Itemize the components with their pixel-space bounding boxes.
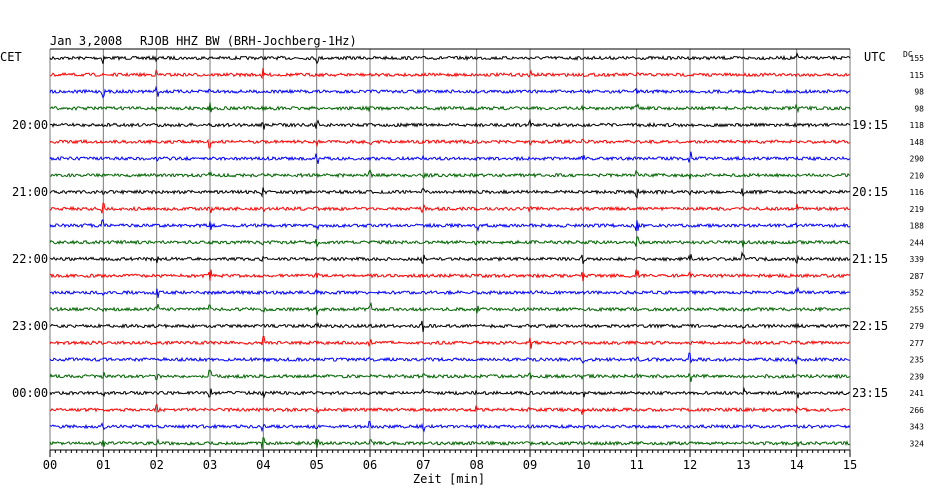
- x-tick-label: 05: [309, 458, 323, 472]
- seismic-trace: [49, 437, 851, 450]
- seismic-trace: [49, 187, 851, 199]
- dc-value-label: 210: [910, 171, 925, 180]
- dc-value-label: 352: [910, 289, 925, 298]
- seismic-trace: [49, 320, 851, 333]
- x-tick-label: 07: [416, 458, 430, 472]
- dc-value-label: 118: [910, 121, 925, 130]
- left-timezone-label: CET: [0, 50, 22, 64]
- dc-value-label: 266: [910, 406, 925, 415]
- utc-time-label: 20:15: [852, 185, 888, 199]
- seismic-trace: [49, 352, 851, 365]
- grid-lines: [49, 48, 851, 450]
- dc-value-label: 279: [910, 322, 925, 331]
- seismic-trace: [49, 420, 851, 433]
- seismic-trace: [49, 301, 851, 316]
- cet-time-label: 23:00: [12, 319, 48, 333]
- x-axis: 00 01 02 03 04 05 06 07 08 09 10 11 12 13 14 15: [43, 449, 857, 472]
- seismic-trace: [49, 219, 851, 232]
- dc-value-label: 324: [910, 439, 925, 448]
- seismic-trace: [49, 286, 851, 299]
- cet-time-label: 21:00: [12, 185, 48, 199]
- dc-column-label: DC: [903, 50, 913, 59]
- dc-value-label: 277: [910, 339, 925, 348]
- dc-value-label: 115: [910, 71, 925, 80]
- seismic-trace: [49, 168, 851, 180]
- x-tick-label: 06: [363, 458, 377, 472]
- x-tick-label: 08: [469, 458, 483, 472]
- dc-value-label: 239: [910, 372, 925, 381]
- utc-time-label: 21:15: [852, 252, 888, 266]
- x-tick-label: 04: [256, 458, 270, 472]
- dc-value-label: 287: [910, 272, 925, 281]
- x-tick-label: 13: [736, 458, 750, 472]
- x-tick-label: 12: [683, 458, 697, 472]
- x-axis-label: Zeit [min]: [413, 472, 485, 486]
- seismic-trace: [49, 386, 851, 399]
- seismic-trace: [49, 85, 851, 99]
- utc-time-label: 19:15: [852, 118, 888, 132]
- seismic-trace: [49, 118, 851, 130]
- dc-value-label: 290: [910, 155, 925, 164]
- seismic-trace: [49, 138, 851, 149]
- x-tick-label: 10: [576, 458, 590, 472]
- cet-time-label: 20:00: [12, 118, 48, 132]
- dc-value-label: 343: [910, 423, 925, 432]
- x-tick-label: 11: [629, 458, 643, 472]
- x-tick-label: 09: [523, 458, 537, 472]
- utc-time-label: 23:15: [852, 386, 888, 400]
- dc-value-label: 155: [910, 54, 925, 63]
- dc-value-label: 339: [910, 255, 925, 264]
- seismic-trace: [49, 251, 851, 265]
- cet-time-label: 00:00: [12, 386, 48, 400]
- dc-value-label: 116: [910, 188, 925, 197]
- dc-value-label: 188: [910, 222, 925, 231]
- chart-date: Jan 3,2008: [50, 34, 122, 48]
- x-tick-label: 01: [96, 458, 110, 472]
- dc-value-label: 255: [910, 305, 925, 314]
- x-tick-label: 00: [43, 458, 57, 472]
- dc-value-label: 148: [910, 138, 925, 147]
- cet-time-label: 22:00: [12, 252, 48, 266]
- utc-time-label: 22:15: [852, 319, 888, 333]
- chart-station-title: RJOB HHZ BW (BRH-Jochberg-1Hz): [140, 34, 357, 48]
- right-timezone-label: UTC: [864, 50, 886, 64]
- trace-group: [49, 51, 851, 450]
- dc-value-label: 235: [910, 356, 925, 365]
- seismic-trace: [49, 68, 851, 80]
- seismic-trace: [49, 51, 851, 65]
- seismic-trace: [49, 235, 851, 248]
- seismic-trace: [49, 269, 851, 282]
- dc-value-label: 244: [910, 238, 925, 247]
- x-tick-label: 02: [149, 458, 163, 472]
- x-tick-label: 15: [843, 458, 857, 472]
- x-tick-label: 14: [789, 458, 803, 472]
- seismic-trace: [49, 404, 851, 415]
- dc-value-label: 219: [910, 205, 925, 214]
- seismic-trace: [49, 369, 851, 382]
- seismic-trace: [49, 335, 851, 349]
- label-group: 155 115 98 98 118 148 290 210 116 219 188 244 339 287…: [12, 54, 924, 448]
- seismic-trace: [49, 102, 851, 114]
- x-tick-label: 03: [203, 458, 217, 472]
- dc-value-label: 241: [910, 389, 925, 398]
- seismic-trace: [49, 202, 851, 214]
- seismic-trace: [49, 151, 851, 164]
- dc-value-label: 98: [914, 88, 924, 97]
- dc-value-label: 98: [914, 104, 924, 113]
